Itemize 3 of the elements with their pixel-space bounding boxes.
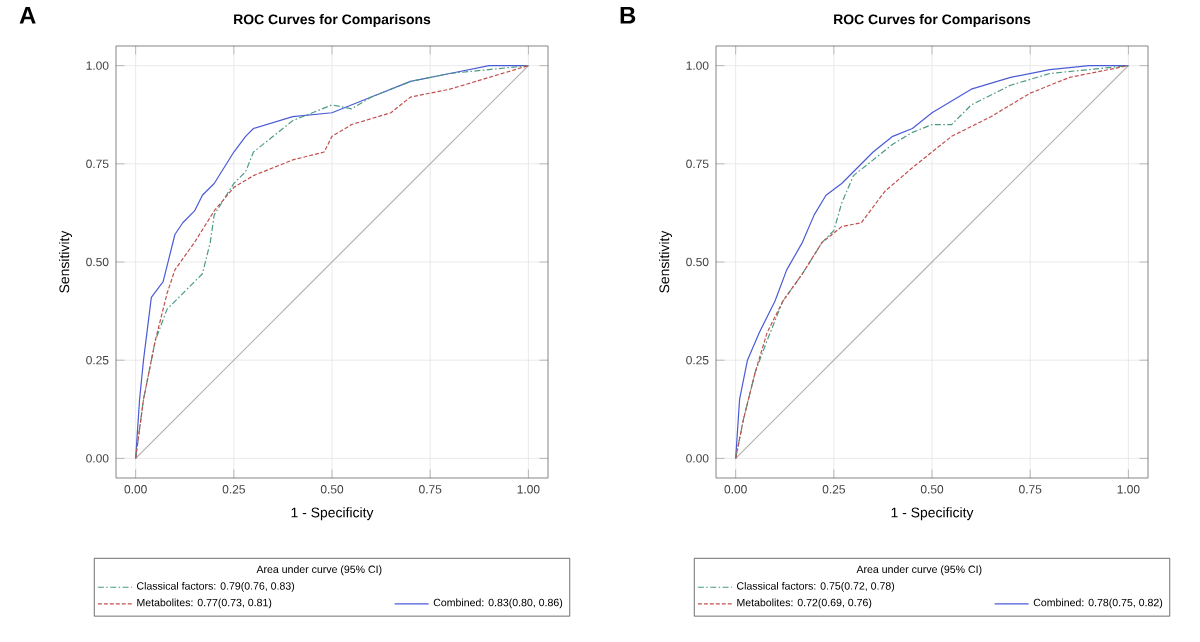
text: B <box>620 7 636 24</box>
line-series <box>735 65 1129 459</box>
text: A <box>19 7 36 24</box>
